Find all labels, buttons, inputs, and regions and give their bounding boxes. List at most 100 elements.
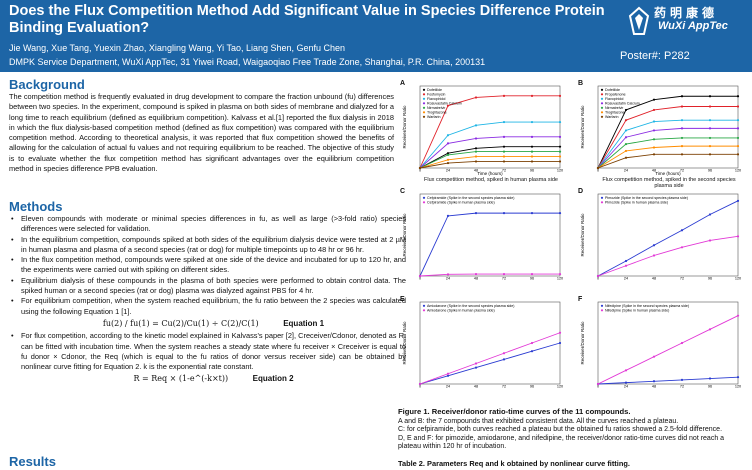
figure-caption: Figure 1. Receiver/donor ratio-time curv… xyxy=(398,407,748,452)
series-line xyxy=(597,127,738,169)
x-tick-label: 96 xyxy=(708,385,712,389)
data-point xyxy=(736,105,740,108)
data-point xyxy=(596,382,600,386)
panel-b: Time (hours) Receiver/Donor Ratio 0 24 48 72 9… xyxy=(576,80,746,189)
data-point xyxy=(474,160,478,163)
x-tick-label: 24 xyxy=(446,385,450,389)
legend-entry: Amiodarone (Spike in human plasma side) xyxy=(427,309,495,313)
data-point xyxy=(446,104,450,107)
x-tick-label: 24 xyxy=(624,169,628,173)
legend-entry: Pimozide (Spike in the second species pl… xyxy=(605,196,688,200)
data-point xyxy=(624,149,628,153)
data-point xyxy=(502,212,506,215)
series-line xyxy=(419,332,561,385)
methods-item: Eleven compounds with moderate or minima… xyxy=(11,214,406,235)
data-point xyxy=(736,314,740,317)
chart-panel-a: Time (hours) Receiver/Donor Ratio 0 24 48 72 9… xyxy=(402,85,563,176)
results-heading: Results xyxy=(9,454,56,469)
x-tick-label: 120 xyxy=(557,169,563,173)
data-point xyxy=(558,331,562,334)
y-axis-title: Receiver/Donor Ratio xyxy=(402,213,407,257)
data-point xyxy=(446,134,450,137)
x-tick-label: 0 xyxy=(597,169,599,173)
legend-marker xyxy=(422,102,426,105)
legend-entry: Rosuvastatin Calcium xyxy=(427,102,462,106)
data-point xyxy=(502,352,506,355)
x-tick-label: 0 xyxy=(419,277,421,281)
data-point xyxy=(446,158,450,161)
data-point xyxy=(502,135,506,138)
data-point xyxy=(596,166,600,170)
panel-c: Receiver/Donor Ratio 0 24 48 72 96 120 Cefpiram… xyxy=(398,188,568,293)
equation-1-label: Equation 1 xyxy=(283,318,325,328)
data-point xyxy=(624,142,628,146)
methods-item: In the flux competition method, compound… xyxy=(11,255,406,276)
plot-area xyxy=(419,301,561,385)
legend-marker xyxy=(422,115,426,118)
equation-2-formula: R = Req × (1-e^(-k×t)) xyxy=(133,374,229,384)
x-tick-label: 24 xyxy=(446,169,450,173)
legend-marker xyxy=(422,309,426,312)
figure-caption-line: A and B: the 7 compounds that exhibited … xyxy=(398,417,679,425)
equation-2-label: Equation 2 xyxy=(252,374,294,384)
figure-1: Time (hours) Receiver/Donor Ratio 0 24 48 72 9… xyxy=(398,80,748,410)
data-point xyxy=(502,94,506,97)
data-point xyxy=(446,372,450,375)
panel-letter: D xyxy=(578,188,584,195)
legend-entry: Rosuvastatin Calcium xyxy=(605,102,640,106)
legend-marker xyxy=(600,196,604,199)
methods-item: For flux competition, according to the k… xyxy=(11,331,406,372)
y-axis-title: Receiver/Donor Ratio xyxy=(402,321,407,365)
data-point xyxy=(446,142,450,145)
data-point xyxy=(558,160,562,163)
methods-item: In the equilibrium competition, compound… xyxy=(11,235,406,256)
series-line xyxy=(419,342,561,385)
data-point xyxy=(652,98,656,101)
data-point xyxy=(502,272,506,276)
series-line xyxy=(597,315,739,385)
data-point xyxy=(736,199,740,202)
data-point xyxy=(502,358,506,361)
data-point xyxy=(530,155,534,158)
data-point xyxy=(418,382,422,386)
data-point xyxy=(558,94,562,97)
data-point xyxy=(502,160,506,163)
legend-entry: Nifedipine (Spike in the second species … xyxy=(605,304,689,308)
x-tick-label: 96 xyxy=(530,169,534,173)
data-point xyxy=(446,374,450,377)
chart-panel-c: Receiver/Donor Ratio 0 24 48 72 96 120 Cefpiram… xyxy=(402,193,563,281)
x-tick-label: 48 xyxy=(652,277,656,281)
data-point xyxy=(680,119,684,122)
data-point xyxy=(474,212,478,215)
data-point xyxy=(708,127,712,130)
legend-entry: Warfarin xyxy=(605,115,618,119)
legend-marker xyxy=(422,196,426,199)
series-line xyxy=(597,376,739,385)
legend-entry: Nifedipine (Spike in human plasma side) xyxy=(605,309,669,313)
chart-panel-f: Receiver/Donor Ratio 0 24 48 72 96 120 Nifedipi… xyxy=(580,301,741,389)
chart-panel-b: Time (hours) Receiver/Donor Ratio 0 24 48 72 9… xyxy=(580,85,741,176)
logo-chinese-text: 药明康德 xyxy=(654,6,719,20)
equation-1-formula: fu(2) / fu(1) = Cu(2)/Cu(1) ÷ C(2)/C(1) xyxy=(102,318,259,328)
data-point xyxy=(530,341,534,345)
methods-list: Eleven compounds with moderate or minima… xyxy=(9,214,406,387)
data-point xyxy=(652,153,656,156)
series-line xyxy=(419,160,560,169)
legend-marker xyxy=(600,304,604,307)
legend-entry: Amiodarone (Spike in the second species … xyxy=(427,304,515,308)
x-tick-label: 0 xyxy=(419,385,421,389)
legend-marker xyxy=(422,97,426,100)
legend-marker xyxy=(600,201,604,204)
x-tick-label: 72 xyxy=(502,169,506,173)
data-point xyxy=(624,136,628,139)
legend-marker xyxy=(600,309,604,312)
legend-marker xyxy=(422,111,426,114)
legend-marker xyxy=(600,102,604,105)
data-point xyxy=(624,369,628,372)
data-point xyxy=(708,145,712,148)
y-axis-title: Receiver/Donor Ratio xyxy=(580,321,585,365)
panel-f: Receiver/Donor Ratio 0 24 48 72 96 120 Nifedipi… xyxy=(576,296,746,401)
logo-english-text: WuXi AppTec xyxy=(658,20,728,32)
data-point xyxy=(680,127,684,130)
x-tick-label: 120 xyxy=(557,277,563,281)
